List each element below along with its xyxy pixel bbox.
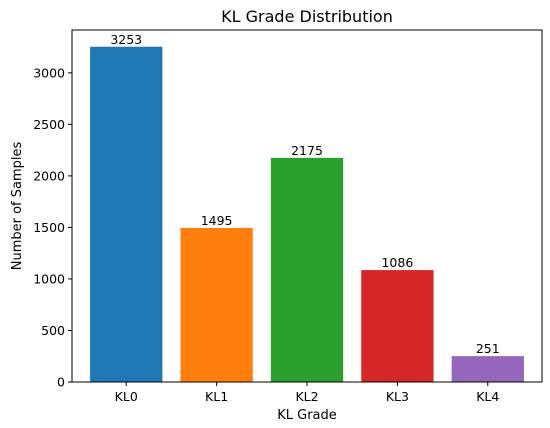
data-label-kl2: 2175 [291,143,323,158]
data-label-kl0: 3253 [110,32,142,47]
x-tick-label-kl4: KL4 [476,389,499,404]
data-label-kl4: 251 [476,341,500,356]
chart-title: KL Grade Distribution [221,7,393,26]
y-axis-label: Number of Samples [10,142,25,271]
x-tick-label-kl1: KL1 [205,389,228,404]
y-tick-label-2000: 2000 [33,168,65,183]
x-tick-label-kl0: KL0 [115,389,138,404]
y-tick-label-3000: 3000 [33,65,65,80]
y-tick-label-2500: 2500 [33,117,65,132]
data-label-kl3: 1086 [381,255,413,270]
data-labels-group: 3253 1495 2175 1086 251 [110,32,499,356]
plot-area-frame [71,29,543,383]
y-tick-label-1500: 1500 [33,220,65,235]
bar-kl0 [90,46,163,382]
y-tick-label-0: 0 [57,375,65,390]
bar-kl3 [361,270,434,382]
bar-kl2 [270,157,344,382]
bars-group [90,46,524,382]
data-label-kl1: 1495 [201,213,233,228]
bar-kl4 [451,356,524,382]
x-tick-label-kl3: KL3 [386,389,409,404]
y-tick-label-1000: 1000 [33,271,65,286]
y-axis-ticks: 0 500 1000 1500 2000 2500 3000 [33,65,72,390]
x-axis-label: KL Grade [277,408,337,423]
x-axis-ticks: KL0 KL1 KL2 KL3 KL4 [115,382,499,404]
y-tick-label-500: 500 [41,323,65,338]
bar-kl1 [180,227,253,382]
x-tick-label-kl2: KL2 [295,389,318,404]
